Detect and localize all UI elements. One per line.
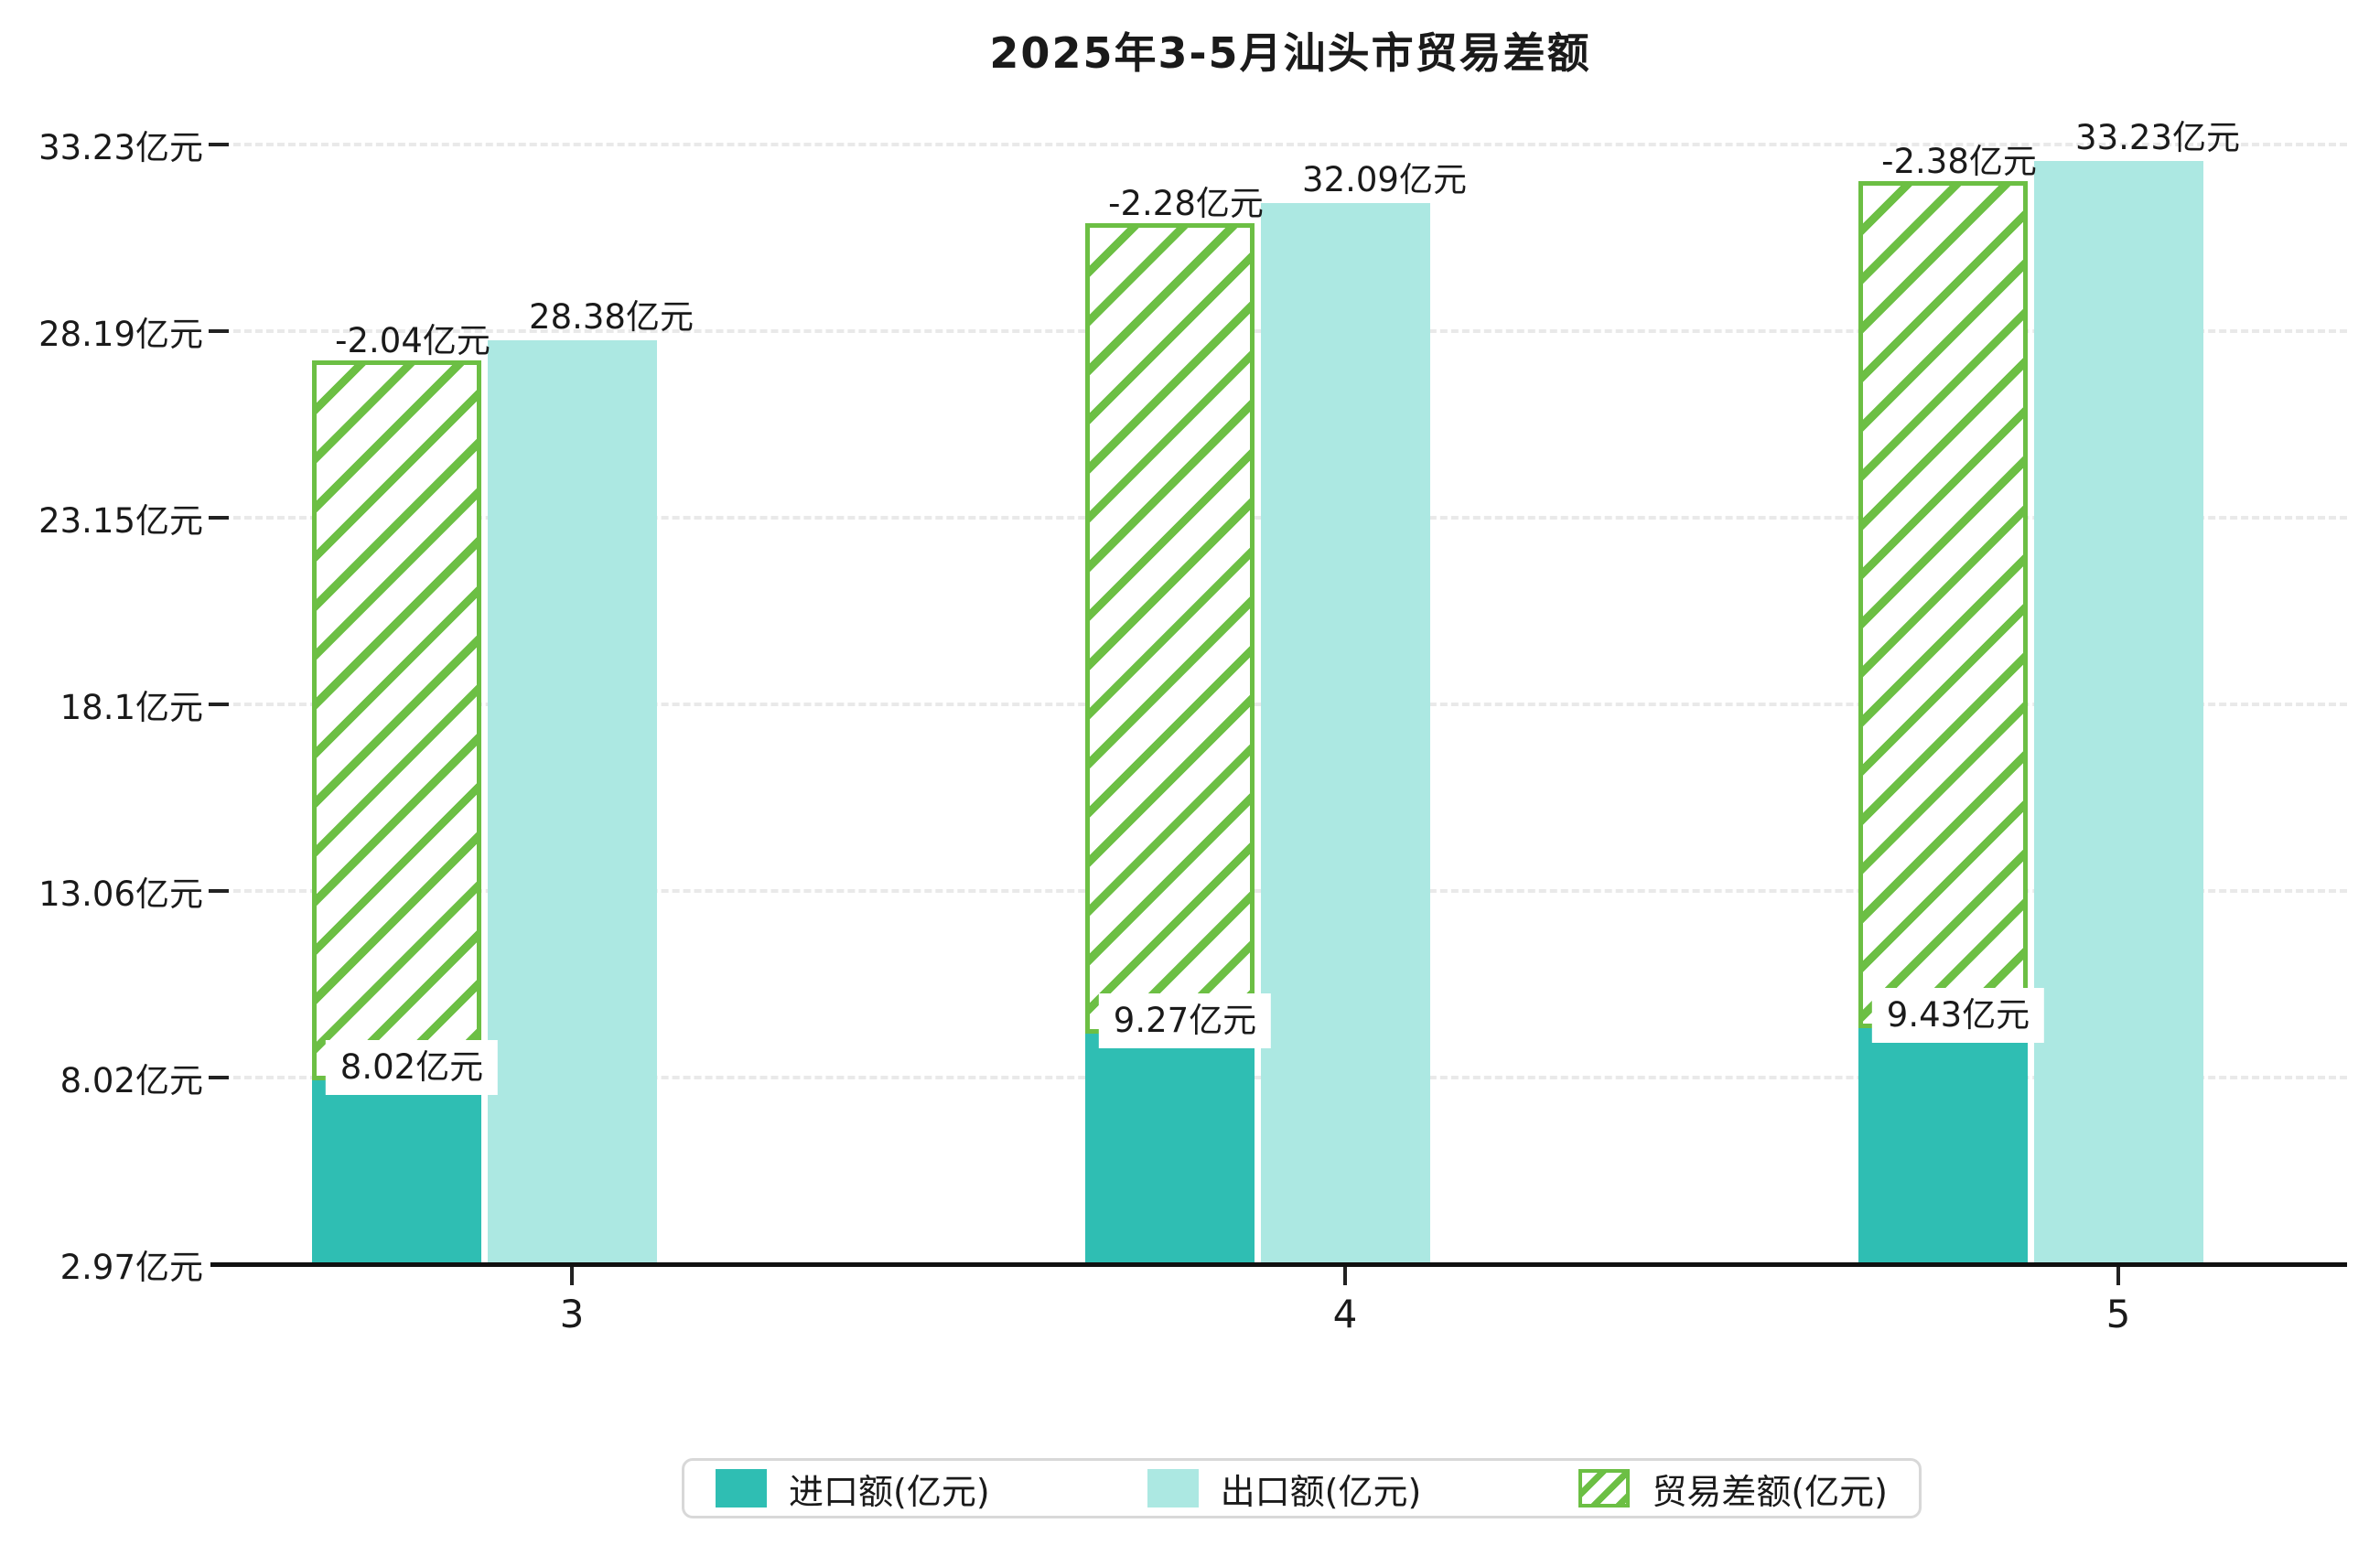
export-value-label: 28.38亿元 [529, 297, 694, 338]
trade-balance-value-label: -2.28亿元 [1108, 184, 1264, 224]
export-bar [1260, 203, 1430, 1262]
import-bar [1858, 1025, 2028, 1262]
y-tick-mark [209, 328, 229, 333]
y-tick-mark [209, 888, 229, 893]
legend-item-export: 出口额(亿元) [1147, 1464, 1422, 1514]
balance-hatch-swatch-icon [1578, 1469, 1631, 1507]
trade-balance-value-label: -2.38亿元 [1881, 141, 2037, 181]
y-tick-label: 23.15亿元 [38, 500, 203, 541]
import-value-label: 9.27亿元 [1098, 993, 1272, 1049]
y-tick-label: 33.23亿元 [38, 127, 203, 167]
export-bar [487, 340, 657, 1262]
legend: 进口额(亿元) 出口额(亿元) 贸易差额(亿元) [682, 1458, 1922, 1518]
trade-balance-hatched-bar [1084, 223, 1255, 1035]
y-tick-label: 13.06亿元 [38, 874, 203, 914]
x-tick-mark [1343, 1267, 1347, 1285]
legend-label-export: 出口额(亿元) [1220, 1471, 1422, 1512]
export-value-label: 32.09亿元 [1302, 160, 1467, 200]
y-tick-label: 28.19亿元 [38, 314, 203, 354]
y-tick-label: 2.97亿元 [59, 1248, 203, 1287]
chart-title: 2025年3-5月汕头市贸易差额 [989, 28, 1591, 78]
x-category-label: 4 [1332, 1292, 1358, 1336]
legend-label-import: 进口额(亿元) [789, 1471, 990, 1512]
legend-item-balance: 贸易差额(亿元) [1578, 1464, 1888, 1514]
y-tick-mark [209, 515, 229, 520]
import-bar [311, 1077, 481, 1262]
y-tick-label: 8.02亿元 [59, 1060, 203, 1100]
x-tick-mark [570, 1267, 574, 1285]
trade-balance-hatched-bar [1858, 180, 2028, 1028]
y-tick-mark [209, 702, 229, 706]
import-bar [1084, 1031, 1255, 1262]
x-category-label: 5 [2105, 1292, 2131, 1336]
export-value-label: 33.23亿元 [2075, 117, 2240, 157]
import-swatch-icon [716, 1469, 767, 1507]
import-value-label: 9.43亿元 [1871, 987, 2045, 1043]
legend-label-balance: 贸易差额(亿元) [1652, 1471, 1888, 1512]
x-category-label: 3 [559, 1292, 585, 1336]
legend-item-import: 进口额(亿元) [716, 1464, 990, 1514]
export-bar [2033, 160, 2203, 1262]
y-tick-label: 18.1亿元 [59, 687, 203, 727]
x-tick-mark [2116, 1267, 2120, 1285]
trade-balance-value-label: -2.04亿元 [335, 321, 490, 361]
export-swatch-icon [1147, 1469, 1199, 1507]
y-tick-mark [209, 142, 229, 146]
y-tick-mark [209, 1075, 229, 1079]
trade-balance-hatched-bar [311, 360, 481, 1080]
import-value-label: 8.02亿元 [325, 1039, 499, 1095]
y-gridline [233, 142, 2347, 146]
x-axis-line [210, 1262, 2347, 1267]
